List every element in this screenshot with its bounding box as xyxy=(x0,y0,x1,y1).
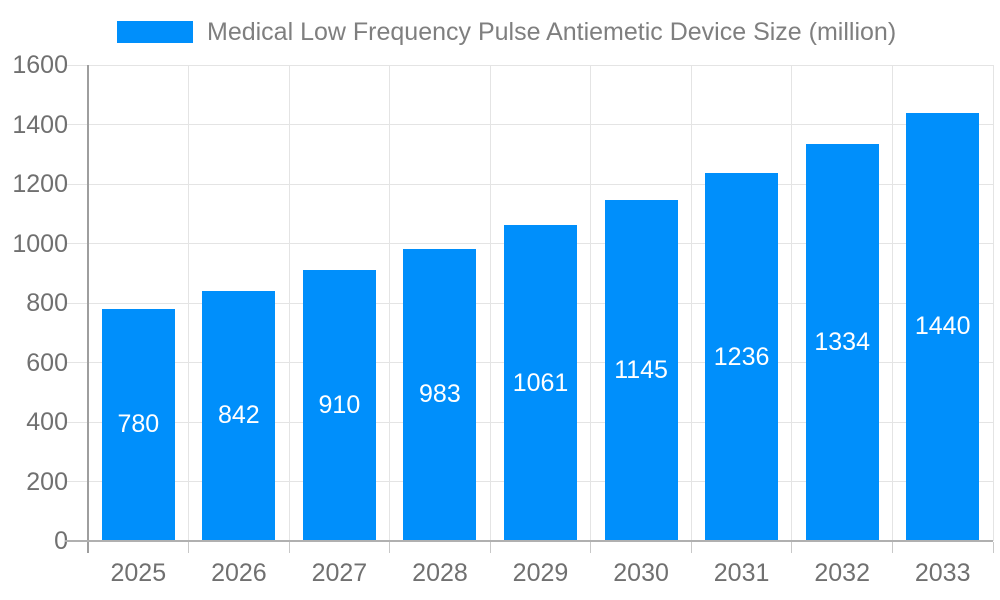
x-tick-mark xyxy=(389,542,391,553)
x-label-2028: 2028 xyxy=(412,559,468,587)
x-label-2025: 2025 xyxy=(110,559,167,587)
x-tick-mark xyxy=(489,542,491,553)
x-axis-line xyxy=(65,540,993,542)
bar-value-label: 780 xyxy=(117,410,160,439)
x-label-2026: 2026 xyxy=(211,559,267,587)
v-gridline xyxy=(992,65,994,541)
legend-item[interactable]: Medical Low Frequency Pulse Antiemetic D… xyxy=(117,19,896,45)
v-gridline xyxy=(690,65,692,541)
chart-legend: Medical Low Frequency Pulse Antiemetic D… xyxy=(117,19,896,45)
bar-2031[interactable]: 1236 xyxy=(705,173,779,541)
y-tick-label: 1600 xyxy=(12,51,68,79)
bar-2025[interactable]: 780 xyxy=(101,308,175,541)
x-label-2030: 2030 xyxy=(613,559,669,587)
legend-swatch xyxy=(117,21,193,43)
bar-2032[interactable]: 1334 xyxy=(805,144,879,541)
x-tick-mark xyxy=(188,542,190,553)
x-tick-mark xyxy=(690,542,692,553)
x-tick-mark xyxy=(590,542,592,553)
bar-2033[interactable]: 1440 xyxy=(906,112,980,541)
v-gridline xyxy=(389,65,391,541)
legend-label: Medical Low Frequency Pulse Antiemetic D… xyxy=(207,18,897,46)
bar-2028[interactable]: 983 xyxy=(403,248,477,541)
v-gridline xyxy=(489,65,491,541)
v-gridline xyxy=(590,65,592,541)
bar-value-label: 910 xyxy=(318,391,361,420)
x-label-2033: 2033 xyxy=(914,559,971,587)
x-tick-mark xyxy=(791,542,793,553)
bar-value-label: 842 xyxy=(217,401,260,430)
h-gridline xyxy=(65,124,993,125)
x-tick-mark xyxy=(992,542,994,553)
h-gridline xyxy=(65,183,993,185)
x-tick-mark xyxy=(288,542,290,553)
x-label-2032: 2032 xyxy=(814,559,870,587)
v-gridline xyxy=(891,65,893,541)
y-tick-label: 0 xyxy=(54,527,68,555)
bar-value-label: 1334 xyxy=(814,328,870,357)
v-gridline xyxy=(188,65,190,541)
bar-value-label: 1061 xyxy=(512,368,569,397)
v-gridline xyxy=(288,65,290,541)
bar-2030[interactable]: 1145 xyxy=(604,200,678,541)
y-tick-label: 800 xyxy=(26,289,68,317)
y-tick-label: 600 xyxy=(26,348,68,377)
x-label-2031: 2031 xyxy=(713,559,770,587)
y-tick-label: 1400 xyxy=(12,110,68,139)
bar-2027[interactable]: 910 xyxy=(302,270,376,541)
x-label-2029: 2029 xyxy=(512,559,569,587)
y-tick-label: 200 xyxy=(26,467,68,496)
y-tick-label: 1200 xyxy=(12,170,68,198)
bar-value-label: 983 xyxy=(419,380,461,409)
bar-value-label: 1145 xyxy=(614,356,668,385)
h-gridline xyxy=(65,64,993,66)
y-tick-label: 1000 xyxy=(12,229,68,258)
bar-2029[interactable]: 1061 xyxy=(504,225,577,541)
v-gridline xyxy=(791,65,793,541)
y-axis-line xyxy=(87,65,89,553)
bar-value-label: 1236 xyxy=(713,342,770,371)
bar-2026[interactable]: 842 xyxy=(202,290,276,541)
x-tick-mark xyxy=(891,542,893,553)
bar-value-label: 1440 xyxy=(914,312,971,341)
x-label-2027: 2027 xyxy=(311,559,368,587)
y-tick-label: 400 xyxy=(26,408,68,436)
